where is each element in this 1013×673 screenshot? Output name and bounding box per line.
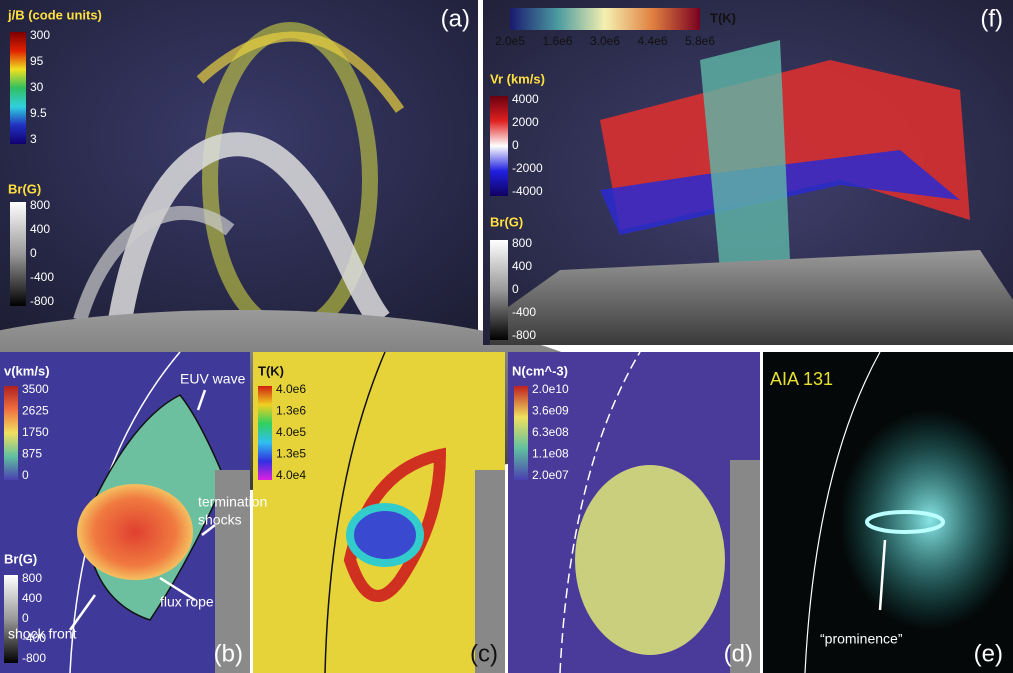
annotation: shocks [198, 512, 242, 528]
colorbar-tick-label: 1.6e6 [542, 34, 572, 48]
flux-rope [73, 206, 235, 323]
colorbar-tick-label: 2.0e10 [532, 382, 569, 396]
colorbar-tick-label: 1.3e6 [276, 404, 306, 418]
colorbar-tick-label: 875 [22, 447, 42, 461]
colorbar-title: j/B (code units) [7, 7, 102, 22]
colorbar-tick-label: 4.0e4 [276, 468, 306, 482]
annotation: “prominence” [820, 631, 903, 647]
colorbar-tick-label: 1750 [22, 425, 49, 439]
colorbar-tick-label: 3.0e6 [590, 34, 620, 48]
temperature-slice [700, 40, 790, 270]
colorbar [514, 386, 528, 480]
arrow [196, 389, 207, 411]
panel-label: (d) [724, 640, 753, 667]
annotation: termination [198, 494, 267, 510]
colorbar-tick-label: 2.0e5 [495, 34, 525, 48]
limb [804, 351, 881, 673]
colorbar-tick-label: 400 [30, 222, 50, 236]
colorbar-tick-label: 0 [22, 611, 29, 625]
colorbar-title: T(K) [258, 363, 284, 378]
colorbar-title: Br(G) [8, 181, 41, 196]
colorbar-tick-label: -4000 [512, 184, 543, 198]
colorbar-title: Br(G) [490, 214, 523, 229]
colorbar-tick-label: 4000 [512, 92, 539, 106]
arrow [878, 539, 887, 611]
colorbar-tick-label: -2000 [512, 161, 543, 175]
colorbar-tick-label: -800 [512, 328, 536, 342]
colorbar [10, 202, 26, 306]
colorbar-title: T(K) [710, 10, 736, 25]
cavity [346, 503, 424, 567]
colorbar-tick-label: 400 [22, 591, 42, 605]
colorbar-tick-label: 30 [30, 80, 44, 94]
colorbar-title: Br(G) [4, 551, 37, 566]
colorbar-tick-label: -400 [30, 270, 54, 284]
annotation: AIA 131 [770, 369, 833, 389]
panel-label: (b) [214, 640, 243, 667]
colorbar [4, 386, 18, 480]
colorbar-tick-label: 4.4e6 [637, 34, 667, 48]
colorbar-title: Vr (km/s) [490, 71, 545, 86]
colorbar-tick-label: 4.0e6 [276, 382, 306, 396]
colorbar-tick-label: 1.3e5 [276, 447, 306, 461]
colorbar-tick-label: -800 [22, 651, 46, 665]
panel-label: (f) [980, 5, 1003, 32]
panel-label: (c) [470, 640, 498, 667]
annotation: flux rope [160, 594, 214, 610]
colorbar-tick-label: 4.0e5 [276, 425, 306, 439]
colorbar [490, 96, 508, 196]
colorbar [4, 575, 18, 663]
solar-disk [215, 470, 250, 673]
colorbar-title: N(cm^-3) [512, 363, 568, 378]
shock [343, 447, 447, 602]
colorbar-tick-label: -400 [22, 631, 46, 645]
colorbar [10, 32, 26, 144]
arrow [68, 594, 97, 631]
prominence [865, 510, 945, 534]
colorbar-tick-label: 0 [512, 138, 519, 152]
panel-label: (e) [974, 640, 1003, 667]
colorbar-tick-label: 300 [30, 28, 50, 42]
solar-disk [730, 460, 760, 673]
colorbar-tick-label: 400 [512, 259, 532, 273]
panel-label: (a) [441, 5, 470, 32]
colorbar-tick-label: 2000 [512, 115, 539, 129]
colorbar-tick-label: 5.8e6 [685, 34, 715, 48]
colorbar [490, 240, 508, 340]
flux-rope [77, 484, 193, 580]
colorbar-title: v(km/s) [4, 363, 50, 378]
colorbar-tick-label: 9.5 [30, 106, 47, 120]
arrow [159, 576, 196, 602]
colorbar-tick-label: 95 [30, 54, 44, 68]
arrow [201, 524, 216, 536]
colorbar-tick-label: -400 [512, 305, 536, 319]
annotation: EUV wave [180, 371, 246, 387]
colorbar-tick-label: 800 [30, 198, 50, 212]
colorbar-tick-label: 2.0e07 [532, 468, 569, 482]
colorbar-tick-label: 0 [22, 468, 29, 482]
limb [324, 351, 386, 673]
limb [559, 351, 641, 673]
colorbar [510, 8, 700, 30]
colorbar-tick-label: 3.6e09 [532, 404, 569, 418]
colorbar-tick-label: 1.1e08 [532, 447, 569, 461]
colorbar-tick-label: 0 [512, 282, 519, 296]
colorbar-tick-label: 2625 [22, 404, 49, 418]
colorbar-tick-label: 0 [30, 246, 37, 260]
colorbar-tick-label: 800 [22, 571, 42, 585]
colorbar-tick-label: 6.3e08 [532, 425, 569, 439]
colorbar-tick-label: 3500 [22, 382, 49, 396]
colorbar-tick-label: 800 [512, 236, 532, 250]
solar-disk [475, 470, 505, 673]
density-bubble [575, 465, 725, 655]
current-arc [196, 31, 405, 113]
flux-rope [108, 132, 390, 328]
solar-surface [490, 250, 1013, 345]
colorbar-tick-label: 3 [30, 132, 37, 146]
annotation: shock front [8, 626, 77, 642]
colorbar [258, 386, 272, 480]
colorbar-tick-label: -800 [30, 294, 54, 308]
